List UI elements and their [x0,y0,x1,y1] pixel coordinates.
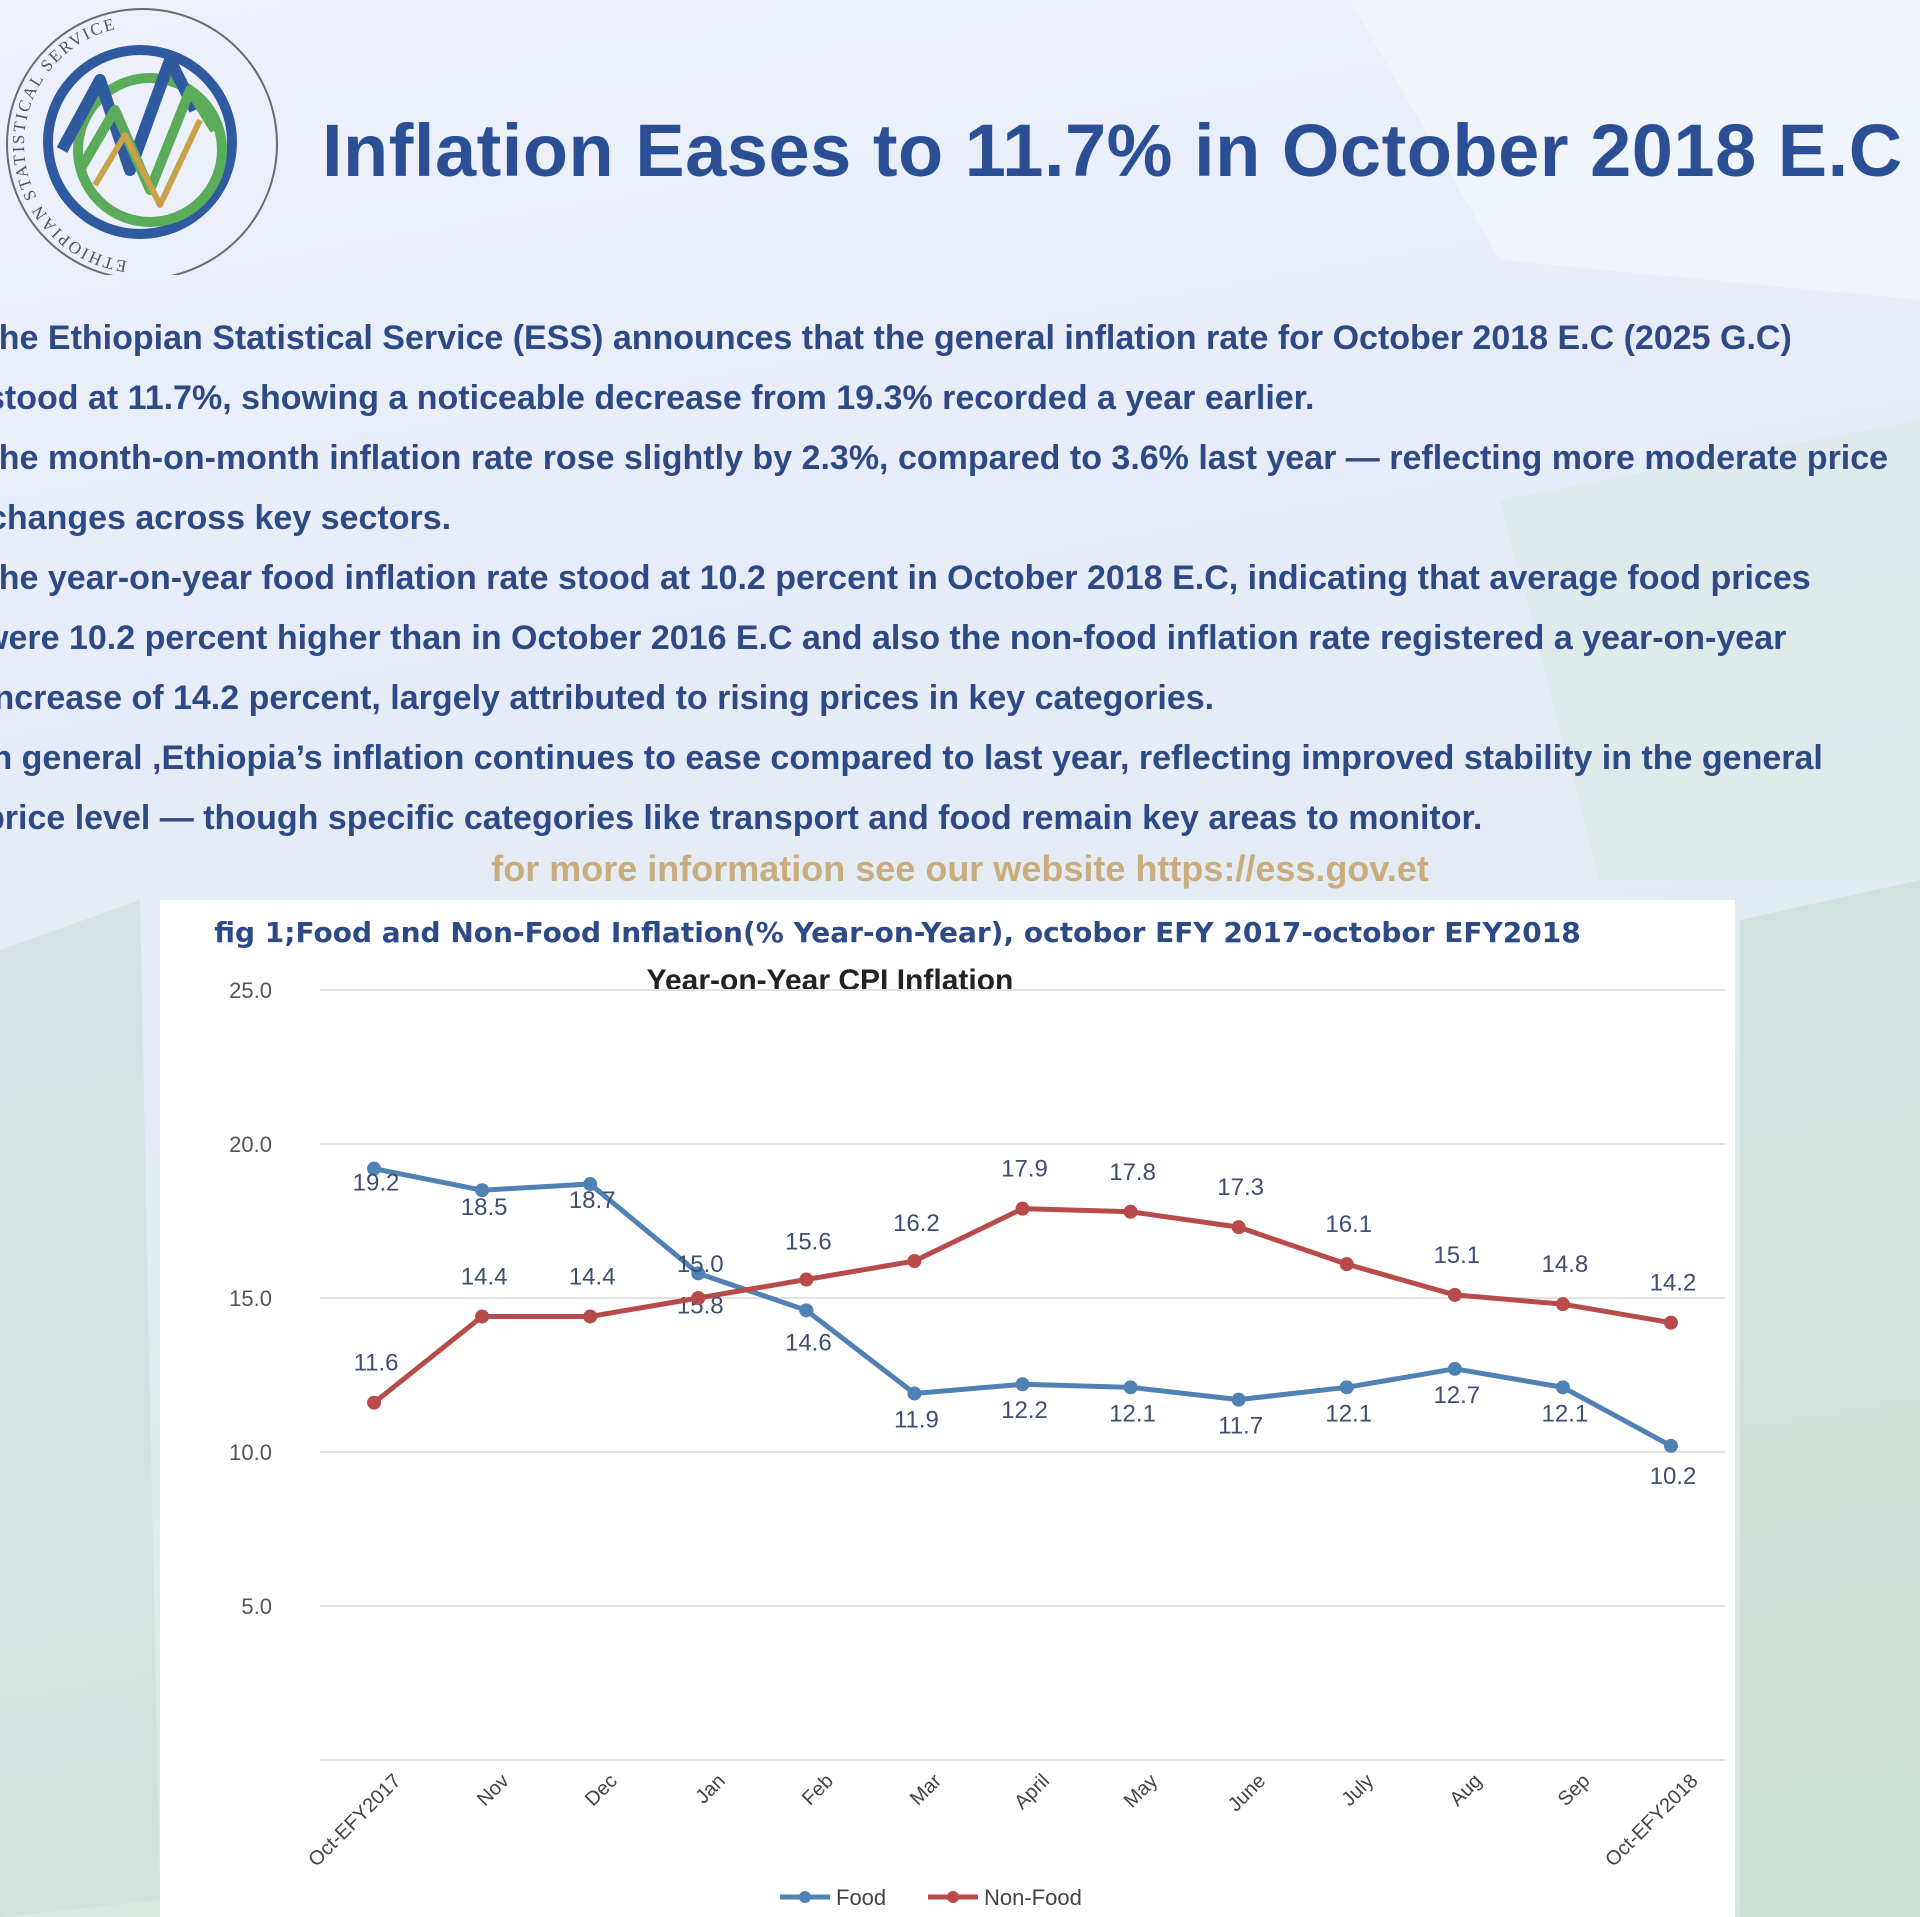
data-point [691,1291,706,1305]
y-tick-label: 10.0 [229,1440,272,1465]
data-label: 14.4 [569,1263,616,1290]
paragraph-line: changes across key sectors. [0,499,452,537]
data-label: 15.6 [785,1229,832,1256]
data-label: 12.1 [1542,1400,1589,1427]
data-point [1231,1392,1246,1407]
announcement-text: The Ethiopian Statistical Service (ESS) … [0,308,1920,848]
legend-marker [799,1891,811,1903]
data-point [1663,1315,1678,1330]
y-tick-label: 20.0 [229,1132,272,1157]
website-line: for more information see our website htt… [491,848,1429,889]
legend-label: Food [836,1885,886,1910]
data-label: 19.2 [353,1170,400,1197]
data-point [1555,1297,1570,1312]
y-tick-label: 15.0 [229,1286,272,1311]
data-label: 18.5 [461,1194,508,1221]
y-tick-label: 25.0 [229,978,272,1003]
chart-panel: fig 1;Food and Non-Food Inflation(% Year… [160,900,1735,1917]
data-point [799,1272,814,1287]
data-point [1339,1257,1354,1272]
data-label: 14.8 [1542,1251,1589,1278]
paragraph-line: increase of 14.2 percent, largely attrib… [0,679,1215,717]
data-label: 11.6 [354,1350,399,1377]
paragraph-line: were 10.2 percent higher than in October… [0,619,1787,657]
chart-caption: fig 1;Food and Non-Food Inflation(% Year… [214,916,1580,949]
x-tick-label: Mar [906,1770,946,1810]
x-tick-label: Aug [1446,1770,1487,1811]
x-tick-label: Feb [798,1770,838,1810]
data-label: 10.2 [1650,1463,1697,1490]
data-label: 16.1 [1325,1211,1372,1238]
data-point [475,1183,490,1198]
paragraph-line: price level — though specific categories… [0,799,1483,837]
data-point [1231,1220,1246,1235]
data-label: 18.7 [569,1187,616,1214]
data-point [1123,1204,1138,1219]
x-tick-label: Oct-EFY2018 [1601,1770,1702,1871]
data-point [1123,1380,1138,1395]
paragraph-line: stood at 11.7%, showing a noticeable dec… [0,379,1315,417]
x-tick-label: May [1120,1770,1162,1812]
data-point [1555,1380,1570,1395]
data-point [583,1177,598,1192]
legend-marker [947,1891,959,1903]
paragraph-line: The year-on-year food inflation rate sto… [0,559,1811,597]
page-title: Inflation Eases to 11.7% in October 2018… [322,109,1903,192]
x-tick-label: Dec [581,1770,622,1811]
data-point [367,1395,382,1410]
data-label: 15.0 [677,1251,724,1278]
x-tick-label: July [1338,1770,1379,1811]
data-point [583,1309,598,1324]
chart-title: Year-on-Year CPI Inflation [647,964,1014,997]
y-tick-label: 5.0 [241,1594,272,1619]
data-point [907,1254,922,1269]
legend-label: Non-Food [984,1885,1082,1910]
x-tick-label: April [1010,1770,1054,1814]
data-point [1447,1287,1462,1302]
data-label: 14.6 [785,1329,832,1356]
data-point [691,1266,706,1281]
data-label: 12.1 [1325,1400,1372,1427]
x-tick-label: June [1224,1770,1270,1816]
data-label: 12.1 [1109,1400,1156,1427]
data-label: 17.9 [1001,1156,1048,1183]
paragraph-line: The Ethiopian Statistical Service (ESS) … [0,319,1792,357]
logo-blue-zigzag [56,54,201,176]
data-point [367,1161,382,1176]
data-label: 11.9 [894,1406,939,1433]
logo-outer-ring [6,8,278,275]
data-point [907,1386,922,1401]
data-point [475,1309,490,1324]
data-point [799,1303,814,1318]
paragraph-line: In general ,Ethiopia’s inflation continu… [0,739,1823,777]
data-label: 12.7 [1433,1382,1480,1409]
data-label: 17.3 [1217,1174,1264,1201]
inflation-line-chart: fig 1;Food and Non-Food Inflation(% Year… [214,916,1725,1910]
data-label: 12.2 [1001,1397,1048,1424]
ess-logo: ETHIOPIAN STATISTICAL SERVICE [6,8,278,275]
data-label: 15.1 [1433,1242,1480,1269]
data-point [1015,1377,1030,1392]
data-point [1015,1201,1030,1216]
x-tick-label: Oct-EFY2017 [304,1770,405,1871]
logo-blue-arc [43,45,237,239]
data-label: 11.7 [1218,1413,1263,1440]
data-point [1339,1380,1354,1395]
data-label: 14.2 [1650,1270,1697,1297]
data-point [1663,1438,1678,1453]
x-tick-label: Jan [691,1770,729,1808]
logo-green-arc [73,73,227,227]
paragraph-line: The month-on-month inflation rate rose s… [0,439,1889,477]
data-label: 14.4 [461,1263,508,1290]
data-point [1447,1361,1462,1376]
x-tick-label: Nov [473,1770,514,1811]
data-label: 17.8 [1109,1159,1156,1186]
logo-gold-zigzag [92,118,203,208]
x-tick-label: Sep [1554,1770,1595,1811]
data-label: 16.2 [893,1210,940,1237]
